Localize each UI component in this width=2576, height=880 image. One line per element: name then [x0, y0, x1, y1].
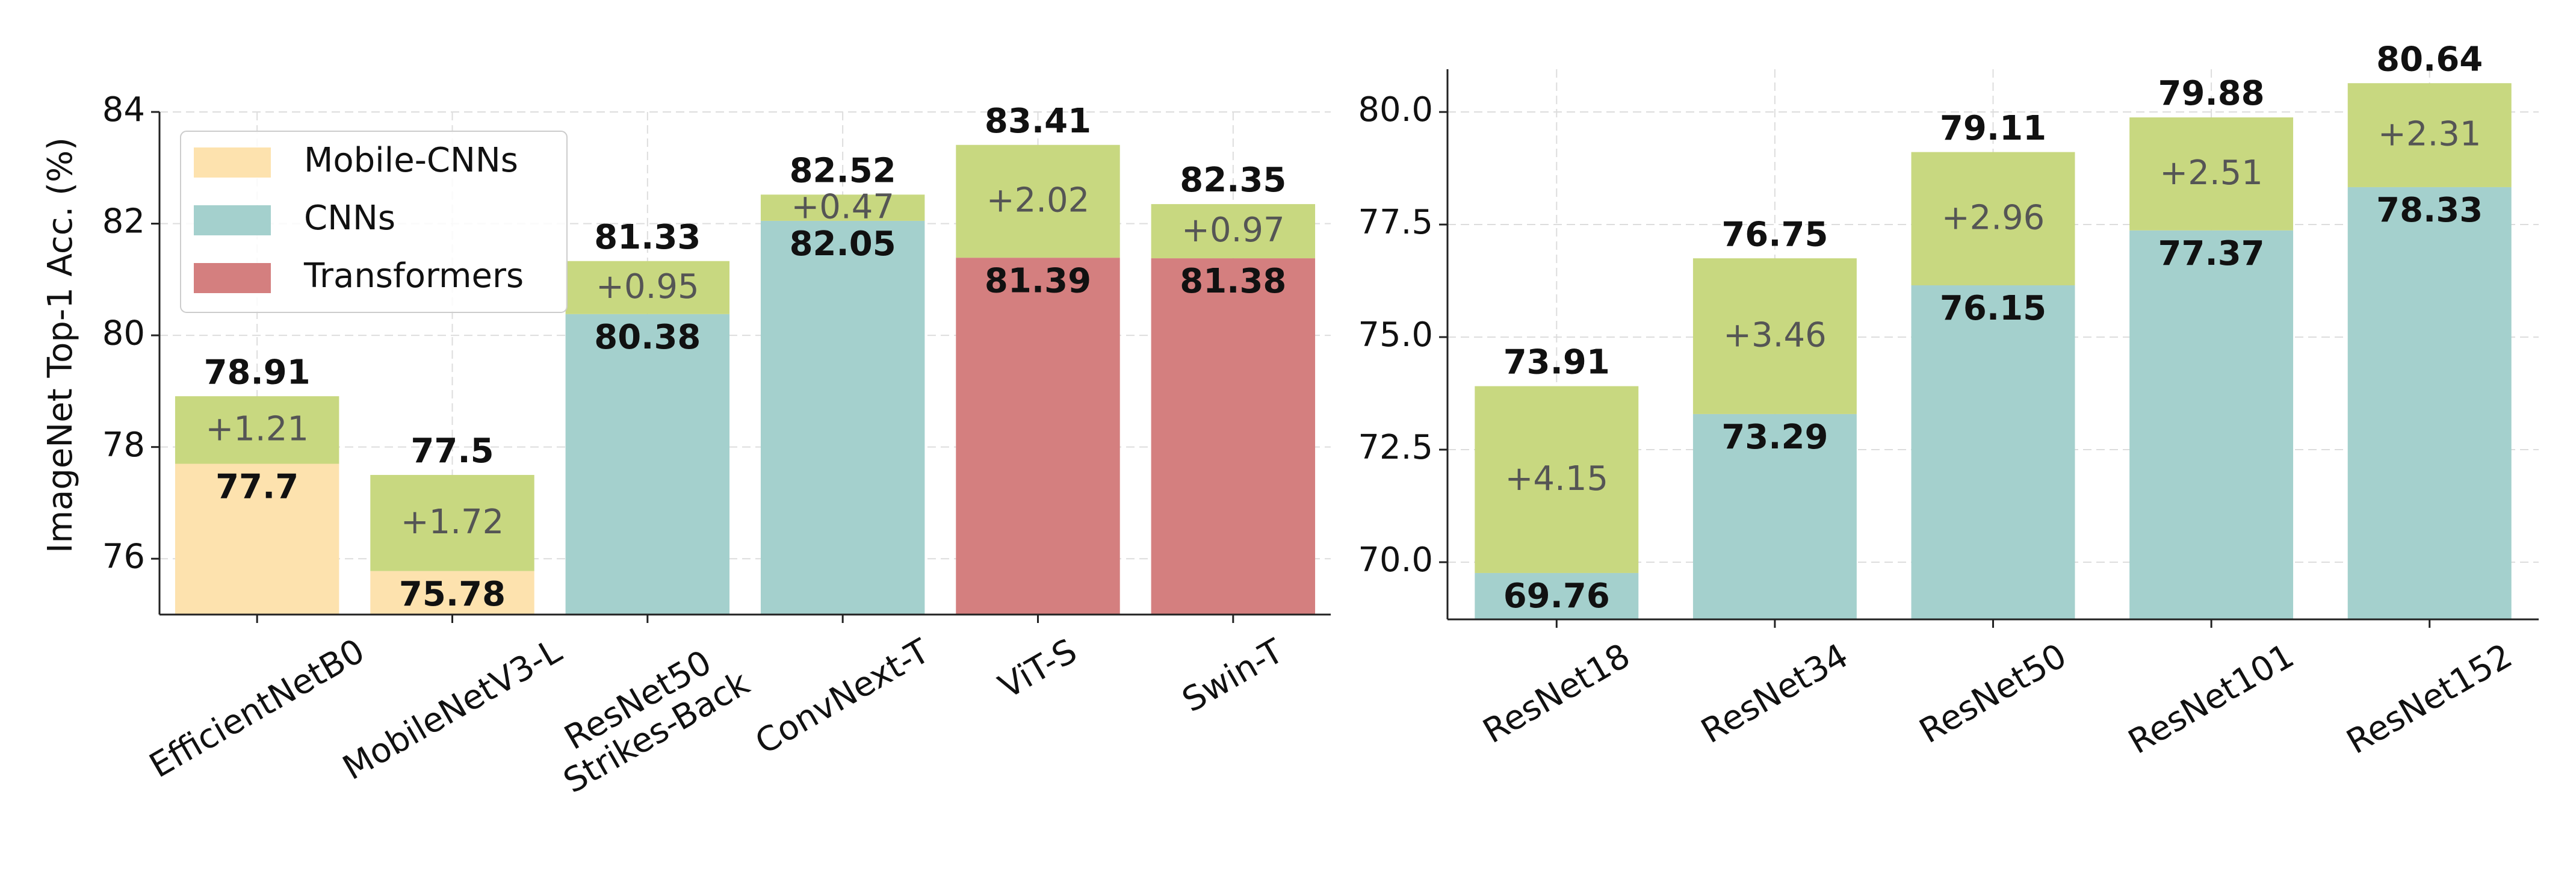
bar-base	[956, 258, 1120, 615]
y-tick-label: 70.0	[1358, 541, 1433, 580]
gain-label: +0.97	[1181, 211, 1285, 250]
bar-gain	[370, 475, 534, 571]
bar-base	[175, 463, 339, 615]
legend-label: Mobile-CNNs	[304, 141, 518, 180]
legend-box	[180, 131, 568, 313]
x-tick-label: ResNet18	[1476, 636, 1636, 751]
base-label: 69.76	[1503, 577, 1610, 616]
base-label: 75.78	[399, 575, 506, 614]
y-tick-label: 77.5	[1358, 203, 1433, 242]
bar-gain	[2129, 117, 2294, 231]
gain-label: +2.02	[986, 181, 1090, 220]
total-label: 78.91	[204, 353, 311, 392]
bar-gain	[760, 194, 925, 221]
y-tick-label: 84	[102, 90, 145, 129]
total-label: 77.5	[410, 432, 494, 471]
bar-base	[565, 314, 730, 615]
gain-label: +3.46	[1723, 316, 1827, 355]
bar-base	[760, 220, 925, 615]
bar-gain	[1151, 204, 1316, 259]
legend-label: Transformers	[303, 256, 524, 296]
gain-label: +2.96	[1942, 198, 2045, 237]
bar-base	[2347, 187, 2512, 619]
legend-swatch	[194, 205, 271, 235]
x-tick-label: ResNet101	[2122, 636, 2301, 762]
x-tick-label: EfficientNetB0	[143, 631, 371, 785]
total-label: 80.64	[2376, 40, 2483, 79]
gain-label: +0.47	[791, 187, 894, 226]
x-tick-label: MobileNetV3-L	[336, 631, 568, 788]
y-tick-label: 82	[102, 202, 145, 241]
total-label: 82.52	[790, 151, 896, 190]
base-label: 73.29	[1721, 418, 1828, 457]
x-tick-label: ViT-S	[992, 631, 1084, 707]
gain-label: +2.31	[2378, 115, 2482, 154]
bar-base	[1692, 414, 1857, 619]
gain-label: +2.51	[2160, 153, 2263, 193]
base-label: 81.38	[1180, 262, 1286, 301]
gain-label: +0.95	[596, 267, 699, 306]
y-tick-label: 80	[102, 314, 145, 353]
x-tick-label: ConvNext-T	[749, 631, 937, 763]
total-label: 79.88	[2158, 74, 2265, 113]
bar-gain	[1911, 152, 2075, 286]
legend-label: CNNs	[304, 199, 395, 238]
total-label: 81.33	[594, 218, 701, 257]
x-tick-label: ResNet50	[1913, 636, 2073, 751]
base-label: 77.37	[2158, 234, 2265, 273]
bar-gain	[956, 144, 1120, 258]
bar-base	[1911, 285, 2075, 619]
total-label: 76.75	[1721, 215, 1828, 254]
bar-base	[1151, 258, 1316, 615]
y-axis-label: ImageNet Top-1 Acc. (%)	[41, 137, 80, 553]
gain-label: +1.21	[205, 410, 309, 449]
legend-swatch	[194, 147, 271, 178]
bar-base	[2129, 230, 2294, 620]
base-label: 81.39	[985, 261, 1091, 300]
bar-base	[370, 571, 534, 615]
x-tick-label: ResNet34	[1695, 636, 1855, 751]
total-label: 82.35	[1180, 161, 1286, 200]
x-tick-label: ResNet152	[2340, 636, 2519, 762]
base-label: 76.15	[1940, 289, 2046, 328]
gain-label: +4.15	[1505, 459, 1608, 498]
base-label: 78.33	[2376, 191, 2483, 230]
base-label: 80.38	[594, 318, 701, 357]
y-tick-label: 78	[102, 426, 145, 465]
total-label: 73.91	[1503, 343, 1610, 382]
y-tick-label: 80.0	[1358, 90, 1433, 129]
bar-gain	[2347, 83, 2512, 187]
base-label: 77.7	[215, 468, 299, 507]
bar-base	[1475, 572, 1639, 619]
x-tick-label: ResNet50Strikes-Back	[539, 631, 757, 801]
gain-label: +1.72	[401, 503, 504, 542]
base-label: 82.05	[790, 225, 896, 264]
y-tick-label: 72.5	[1358, 428, 1433, 467]
y-tick-label: 75.0	[1358, 315, 1433, 355]
bar-gain	[1475, 386, 1639, 573]
y-tick-label: 76	[102, 537, 145, 576]
total-label: 83.41	[985, 102, 1091, 141]
total-label: 79.11	[1940, 109, 2046, 148]
legend-swatch	[194, 263, 271, 293]
bar-gain	[1692, 258, 1857, 414]
bar-gain	[175, 396, 339, 464]
x-tick-label: Swin-T	[1176, 631, 1291, 720]
bar-gain	[565, 261, 730, 314]
